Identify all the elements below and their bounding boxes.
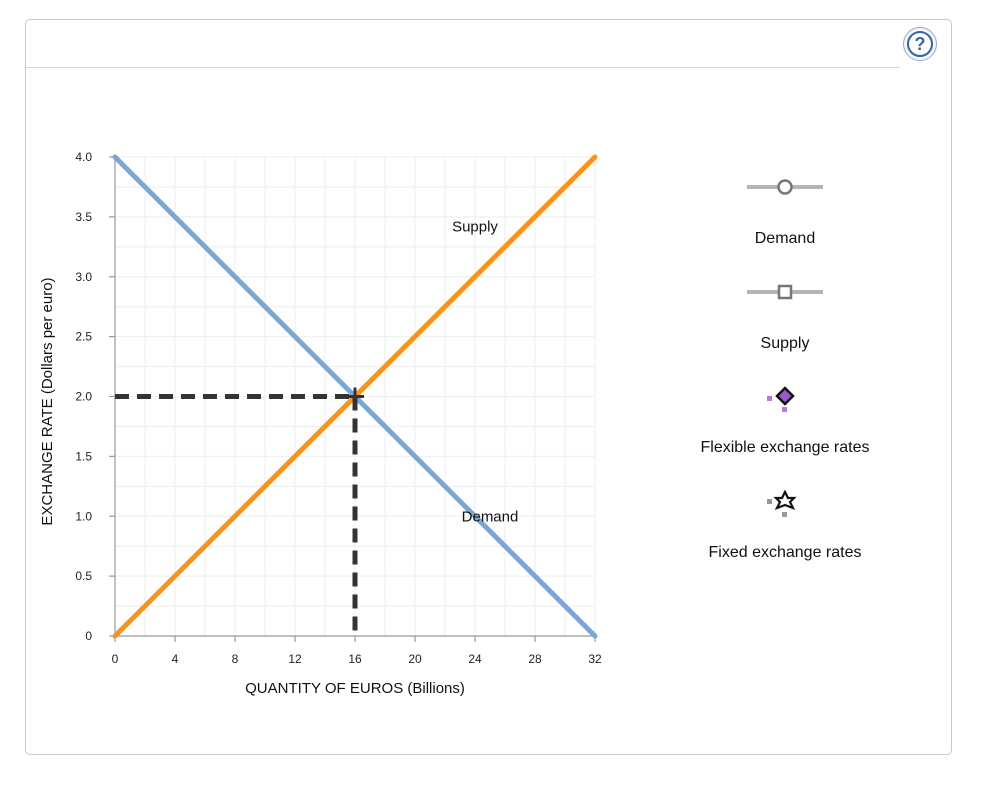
y-axis-label: EXCHANGE RATE (Dollars per euro) <box>39 277 56 525</box>
y-tick-label: 4.0 <box>75 150 92 164</box>
x-tick-label: 12 <box>288 652 302 666</box>
y-tick-label: 2.5 <box>75 330 92 344</box>
help-button[interactable]: ? <box>903 27 937 61</box>
legend-flexible-tool[interactable]: Flexible exchange rates <box>665 385 905 457</box>
star-marker-icon <box>767 490 797 517</box>
question-panel <box>25 19 952 755</box>
x-tick-label: 0 <box>112 652 119 666</box>
help-icon: ? <box>907 31 933 57</box>
x-tick-label: 32 <box>588 652 602 666</box>
legend-supply-label: Supply <box>760 335 810 352</box>
legend-flexible-label: Flexible exchange rates <box>700 439 870 456</box>
x-tick-label: 8 <box>232 652 239 666</box>
supply-curve-label: Supply <box>452 218 498 235</box>
y-tick-label: 3.5 <box>75 210 92 224</box>
panel-divider <box>26 67 900 68</box>
legend-fixed-tool[interactable]: Fixed exchange rates <box>665 490 905 562</box>
y-tick-label: 1.0 <box>75 509 92 523</box>
square-marker-icon <box>747 284 823 300</box>
legend-demand-tool[interactable]: Demand <box>665 176 905 248</box>
legend-fixed-label: Fixed exchange rates <box>708 544 862 561</box>
curve-labels: Supply Demand <box>452 218 518 525</box>
y-tick-label: 0 <box>85 629 92 643</box>
x-tick-label: 16 <box>348 652 362 666</box>
tick-labels: 0 4 8 12 16 20 24 28 32 0 0.5 1.0 1.5 2.0 2.5 3.0 3.5 4.0 <box>75 150 602 666</box>
x-tick-label: 28 <box>528 652 542 666</box>
equilibrium-guides <box>115 387 364 636</box>
circle-marker-icon <box>747 179 823 195</box>
demand-curve-label: Demand <box>462 508 519 525</box>
x-tick-label: 24 <box>468 652 482 666</box>
y-tick-label: 2.0 <box>75 390 92 404</box>
legend-demand-label: Demand <box>754 230 816 247</box>
x-tick-label: 20 <box>408 652 422 666</box>
y-tick-label: 1.5 <box>75 449 92 463</box>
legend-supply-tool[interactable]: Supply <box>665 281 905 353</box>
y-tick-label: 0.5 <box>75 569 92 583</box>
diamond-marker-icon <box>767 386 795 412</box>
y-tick-label: 3.0 <box>75 270 92 284</box>
x-axis-label: QUANTITY OF EUROS (Billions) <box>245 680 465 697</box>
x-tick-label: 4 <box>172 652 179 666</box>
